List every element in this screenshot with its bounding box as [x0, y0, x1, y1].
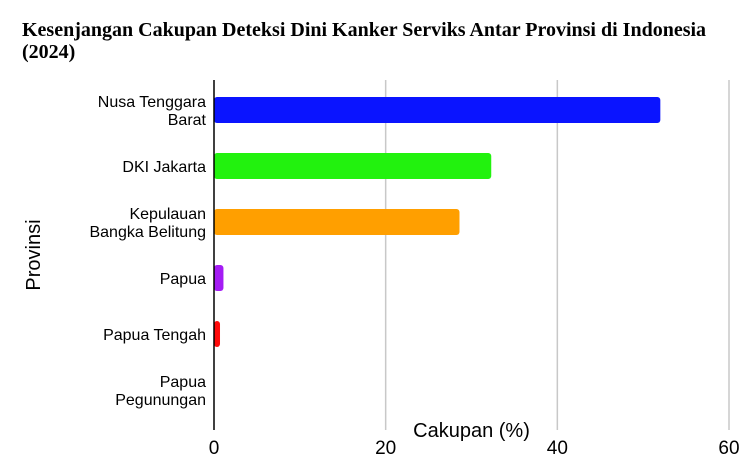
x-tick-label: 60 — [718, 438, 739, 459]
bar — [214, 321, 221, 347]
category-label: Kepulauan — [129, 206, 206, 223]
category-label: Barat — [168, 112, 207, 129]
x-axis-label: Cakupan (%) — [413, 420, 530, 442]
category-label: Papua — [160, 374, 206, 391]
y-axis-label: Provinsi — [23, 219, 45, 290]
category-label: DKI Jakarta — [122, 159, 206, 176]
bars — [214, 97, 661, 347]
bar — [214, 97, 661, 123]
bar — [214, 209, 460, 235]
bar — [214, 153, 492, 179]
category-label: Bangka Belitung — [89, 224, 206, 241]
gridlines — [384, 80, 730, 430]
bar — [214, 265, 224, 291]
x-tick-label: 0 — [209, 438, 220, 459]
x-tick-label: 20 — [375, 438, 396, 459]
category-label: Papua — [160, 271, 206, 288]
chart-title: Kesenjangan Cakupan Deteksi Dini Kanker … — [22, 19, 707, 63]
x-tick-label: 40 — [547, 438, 568, 459]
category-label: Nusa Tenggara — [98, 94, 206, 111]
category-label: Papua Tengah — [103, 327, 206, 344]
x-tick-labels: 0 20 40 60 — [209, 438, 740, 459]
category-label: Pegunungan — [115, 392, 206, 409]
